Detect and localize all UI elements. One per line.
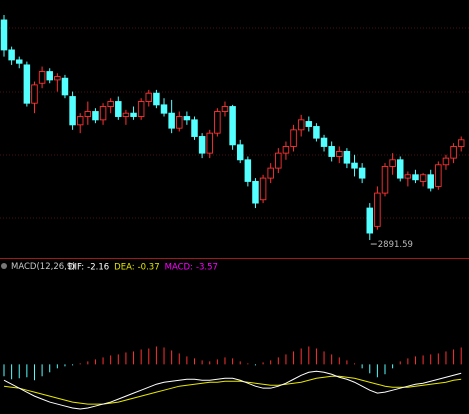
candle-body [450, 146, 457, 159]
candle-body [259, 177, 267, 201]
candle-body [374, 192, 381, 227]
candle-body [176, 116, 183, 129]
readout-label: DIF: [68, 262, 84, 272]
candle-body [137, 101, 145, 117]
candle-body [107, 101, 114, 107]
candle-body [427, 174, 434, 189]
candle-body [275, 152, 282, 169]
candle-body [115, 101, 122, 117]
candle-body [31, 84, 38, 104]
candle-body [336, 151, 343, 157]
readout-label: DEA: [114, 262, 134, 272]
candle-body [252, 180, 259, 204]
candle-body [381, 166, 389, 194]
readouts: DIF: -2.16 DEA: -0.37 MACD: -3.57 [68, 262, 218, 272]
candle-body [457, 139, 465, 147]
dea-line [3, 375, 462, 405]
candle-body [290, 129, 297, 147]
candle-body [236, 144, 244, 161]
candle-body [328, 146, 335, 157]
candle-body [435, 164, 442, 187]
candle-body [366, 207, 374, 234]
candle-body [229, 106, 236, 146]
candle-body [84, 111, 92, 117]
grid [0, 27, 469, 219]
candle-body [313, 126, 320, 139]
readout: MACD: -3.57 [165, 262, 218, 272]
candle-body [160, 104, 168, 114]
readout-label: MACD: [165, 262, 193, 272]
readout-value: -2.16 [87, 262, 109, 272]
candle-body [130, 112, 137, 117]
candle-body [221, 106, 229, 112]
candle-body [389, 159, 396, 167]
candle-body [267, 167, 274, 179]
candle-body [343, 151, 351, 164]
candle-body [168, 112, 175, 129]
candle-body [396, 159, 404, 179]
candle-body [61, 77, 69, 96]
indicator-icon [1, 263, 7, 269]
candle-body [92, 111, 99, 121]
readout: DIF: -2.16 [68, 262, 109, 272]
candle-body [69, 96, 76, 126]
candle-body [23, 64, 31, 104]
candle-body [99, 106, 107, 121]
candle-body [191, 119, 198, 137]
candle-body [351, 162, 358, 169]
candle-body [76, 116, 84, 126]
readout: DEA: -0.37 [114, 262, 159, 272]
candle-body [214, 111, 221, 134]
candle-body [0, 19, 8, 51]
candle-body [412, 174, 419, 181]
candle-body [305, 121, 313, 127]
candle-body [46, 71, 53, 81]
candle-body [54, 76, 61, 81]
candle-body [358, 167, 366, 179]
candle-body [8, 49, 15, 61]
dif-line [3, 370, 462, 410]
candle-body [145, 92, 153, 102]
candle-body [244, 159, 252, 182]
candle-body [206, 132, 213, 154]
candle-body [404, 174, 412, 179]
candle-body [282, 146, 290, 154]
candle-body [442, 157, 450, 166]
readout-value: -3.57 [196, 262, 218, 272]
candle-body [183, 116, 191, 121]
low-annotation: 2891.59 [378, 240, 413, 250]
indicator-title: MACD(12,26,9) [11, 262, 76, 272]
candle-body [122, 112, 130, 117]
readout-value: -0.37 [138, 262, 160, 272]
candle-body [15, 59, 23, 64]
candle-body [419, 174, 427, 182]
candle-body [320, 137, 328, 147]
candle-body [38, 71, 46, 84]
candle-body [297, 119, 305, 131]
candle-body [198, 136, 206, 154]
candle-body [153, 92, 160, 106]
